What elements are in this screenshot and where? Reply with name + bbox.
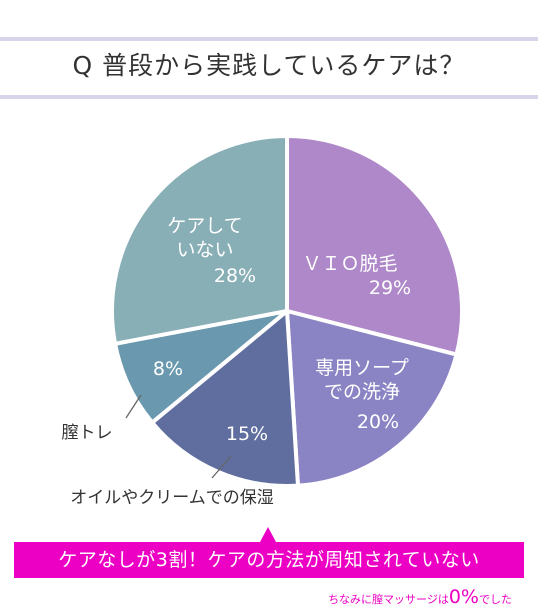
leader-line-3 xyxy=(211,455,232,479)
slice-value-4: 8% xyxy=(153,358,183,380)
chart-title: Q 普段から実践しているケアは？ xyxy=(72,51,466,80)
slice-value-1: 29% xyxy=(369,277,411,299)
footnote-suffix: でした xyxy=(479,593,512,606)
slice-label-5-line-2: いない xyxy=(176,239,233,261)
leader-line-4 xyxy=(125,394,142,419)
slice-value-2: 20% xyxy=(357,411,399,433)
title-top-rule xyxy=(0,37,538,41)
slice-label-1-line-1: ＶＩＯ脱毛 xyxy=(302,253,397,275)
banner-pointer xyxy=(260,527,276,542)
pie-slice-1 xyxy=(285,134,464,357)
slice-label-5-line-1: ケアして xyxy=(167,215,242,237)
slice-label-3: オイルやクリームでの保湿 xyxy=(70,488,274,508)
slice-value-5: 28% xyxy=(214,265,256,287)
slice-value-3: 15% xyxy=(226,423,268,445)
slice-label-2-line-2: での洗浄 xyxy=(324,381,400,403)
summary-banner: ケアなしが3割！ケアの方法が周知されていない xyxy=(14,542,524,578)
footnote: ちなみに膣マッサージは0%でした xyxy=(328,582,512,615)
slice-label-4: 膣トレ xyxy=(62,423,113,443)
footnote-value: 0% xyxy=(448,586,479,608)
footnote-prefix: ちなみに膣マッサージは xyxy=(328,593,449,606)
title-bottom-rule xyxy=(0,95,538,99)
slice-label-2-line-1: 専用ソープ xyxy=(315,357,409,379)
pie-slice-5 xyxy=(110,134,289,346)
pie-slice-2 xyxy=(285,309,459,488)
